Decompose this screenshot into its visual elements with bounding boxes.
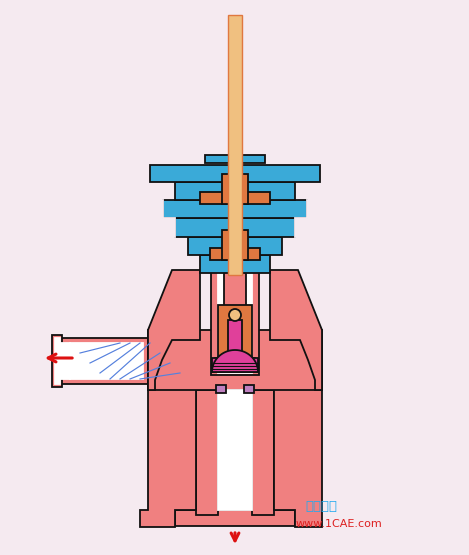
Bar — [52, 335, 62, 387]
Bar — [222, 230, 248, 260]
Circle shape — [229, 309, 241, 321]
Polygon shape — [274, 370, 322, 527]
Text: www.1CAE.com: www.1CAE.com — [296, 519, 383, 529]
Bar — [252, 390, 274, 515]
Bar — [175, 218, 295, 237]
Bar — [175, 182, 295, 200]
Bar — [163, 200, 307, 218]
Bar — [163, 218, 175, 237]
Bar — [188, 237, 282, 255]
Bar — [58, 343, 70, 379]
Bar — [224, 270, 246, 370]
Polygon shape — [212, 350, 258, 372]
Bar — [210, 248, 260, 260]
Bar — [218, 305, 252, 365]
Bar — [295, 218, 307, 237]
Bar — [55, 338, 60, 384]
Bar — [150, 165, 320, 182]
Bar — [70, 343, 143, 379]
Text: 仿真在线: 仿真在线 — [305, 500, 337, 513]
Bar — [211, 260, 259, 375]
Polygon shape — [140, 370, 196, 527]
Bar — [175, 510, 295, 526]
Bar — [228, 320, 242, 365]
Bar — [244, 385, 254, 393]
Bar — [212, 358, 258, 372]
Bar — [148, 330, 322, 390]
Bar — [150, 200, 163, 218]
Bar — [222, 174, 248, 204]
Bar — [307, 200, 320, 218]
Bar — [228, 15, 242, 275]
Bar — [55, 338, 148, 384]
Bar — [196, 390, 218, 515]
Bar — [205, 155, 265, 163]
Bar — [216, 385, 226, 393]
Bar — [218, 390, 252, 510]
Bar — [218, 265, 252, 373]
Polygon shape — [212, 358, 258, 365]
Polygon shape — [270, 270, 322, 390]
Bar — [200, 192, 270, 204]
Bar — [200, 255, 270, 273]
Polygon shape — [148, 270, 200, 390]
